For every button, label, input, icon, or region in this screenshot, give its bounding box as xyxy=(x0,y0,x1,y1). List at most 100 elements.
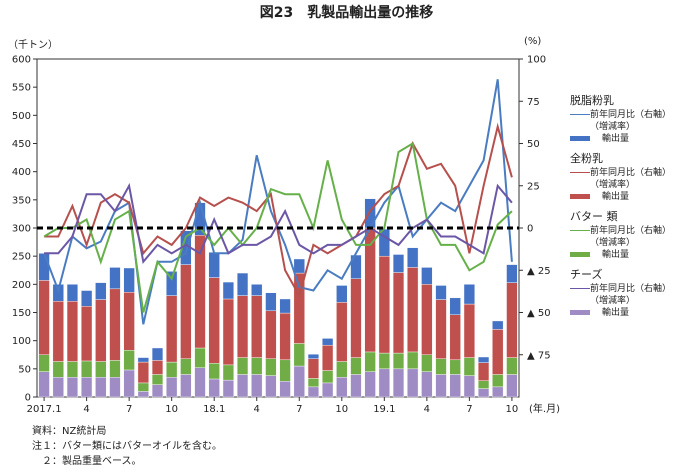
bar-segment xyxy=(236,357,249,375)
left-axis-tick-label: 100 xyxy=(12,336,31,347)
bar-segment xyxy=(123,267,135,293)
bar-segment xyxy=(322,338,334,346)
right-axis-tick-label: 100 xyxy=(527,55,546,66)
bar-segment xyxy=(236,272,249,296)
bar-segment xyxy=(66,301,79,362)
x-axis-tick-label: 2017.1 xyxy=(27,404,62,415)
bar-segment xyxy=(208,363,220,380)
legend-group: バター 類前年同月比（右軸） （増減率） 輸出量 xyxy=(570,208,688,261)
left-axis-tick-label: 200 xyxy=(12,280,31,291)
bar-segment xyxy=(222,379,234,398)
bar-segment xyxy=(322,370,334,384)
footnote-2: ２：製品重量ベース。 xyxy=(32,456,142,467)
bar-segment xyxy=(109,267,121,290)
bar-segment xyxy=(95,282,107,300)
bar-segment xyxy=(421,371,433,398)
series-line xyxy=(43,141,513,313)
bar-segment xyxy=(137,391,149,398)
legend-line-label: 前年同月比（右軸） xyxy=(590,168,672,178)
bar-segment xyxy=(279,381,291,398)
bar-segment xyxy=(392,368,405,398)
bar-segment xyxy=(463,357,475,376)
legend-bar-entry: 輸出量 xyxy=(570,307,688,319)
bar-segment xyxy=(66,377,79,398)
bar-segment xyxy=(52,301,64,362)
bar-segment xyxy=(251,374,263,398)
legend-line-entry: 前年同月比（右軸） （増減率） xyxy=(570,283,688,307)
bar-segment xyxy=(123,369,135,398)
legend-line-label: 前年同月比（右軸） xyxy=(590,226,672,236)
bar-segment xyxy=(449,314,461,361)
series-line xyxy=(44,182,513,265)
bar-segment xyxy=(421,284,433,355)
legend-line-sublabel: （増減率） xyxy=(590,296,636,306)
bar-segment xyxy=(392,272,405,354)
bar-segment xyxy=(392,352,405,370)
bar-segment xyxy=(38,280,50,355)
left-axis-tick-label: 350 xyxy=(12,195,31,206)
bar-segment xyxy=(208,378,220,398)
legend-bar-label: 輸出量 xyxy=(602,192,630,202)
bar-segment xyxy=(279,298,291,314)
bar-segment xyxy=(477,380,490,389)
x-axis-tick-label: 18.1 xyxy=(203,404,225,415)
bar-segment xyxy=(52,377,64,398)
legend-line-swatch xyxy=(570,288,590,289)
bar-segment xyxy=(52,361,64,378)
bar-segment xyxy=(463,284,475,305)
bar-segment xyxy=(435,358,447,375)
x-axis-tick-label: 4 xyxy=(424,404,430,415)
bar-segment xyxy=(364,198,376,229)
bar-segment xyxy=(407,247,419,268)
legend-bar-swatch xyxy=(570,194,590,199)
left-axis-tick-label: 0 xyxy=(25,393,31,404)
legend-line-entry: 前年同月比（右軸） （増減率） xyxy=(570,167,688,191)
legend-bar-label: 輸出量 xyxy=(602,308,630,318)
bar-segment xyxy=(194,347,206,368)
bar-segment xyxy=(251,357,263,375)
right-axis-tick-label: ▲ 25 xyxy=(527,266,551,277)
bar-segment xyxy=(463,375,475,398)
legend-bar-entry: 輸出量 xyxy=(570,133,688,145)
bar-segment xyxy=(293,343,305,367)
bar-segment xyxy=(477,388,490,398)
bar-segment xyxy=(166,295,178,363)
bar-segment xyxy=(407,267,419,353)
left-axis-tick-label: 150 xyxy=(12,308,31,319)
bar-segment xyxy=(449,297,461,315)
bar-segment xyxy=(222,364,234,381)
legend-line-sublabel: （増減率） xyxy=(590,180,636,190)
legend-line-swatch xyxy=(570,172,590,173)
bar-segment xyxy=(407,368,419,398)
bar-segment xyxy=(336,377,348,398)
legend-series-name: 全粉乳 xyxy=(570,152,603,165)
right-axis-tick-label: 25 xyxy=(527,181,540,192)
bar-segment xyxy=(336,302,348,362)
bar-segment xyxy=(151,347,164,361)
bar-segment xyxy=(66,361,79,378)
bar-segment xyxy=(95,377,107,398)
bar-segment xyxy=(265,375,277,398)
bar-segment xyxy=(123,292,135,351)
x-axis-unit: (年.月) xyxy=(529,402,560,415)
bar-segment xyxy=(336,285,348,303)
bar-segment xyxy=(492,320,504,330)
legend-line-swatch xyxy=(570,114,590,115)
x-axis-tick-label: 7 xyxy=(466,404,472,415)
bar-segment xyxy=(222,281,234,300)
bar-segment xyxy=(151,360,164,375)
bar-segment xyxy=(137,382,149,392)
bar-segment xyxy=(81,360,93,378)
legend-line-label: 前年同月比（右軸） xyxy=(590,284,672,294)
bar-segment xyxy=(109,377,121,398)
bar-segment xyxy=(392,254,405,273)
bar-segment xyxy=(151,384,164,398)
chart-legend: 脱脂粉乳 前年同月比（右軸） （増減率） 輸出量 全粉乳 前年同月比（右軸） （増減率） 輸出… xyxy=(570,92,688,324)
x-axis-tick-label: 7 xyxy=(296,404,302,415)
legend-bar-label: 輸出量 xyxy=(602,134,630,144)
bar-segment xyxy=(265,310,277,359)
bar-segment xyxy=(81,377,93,398)
bar-segment xyxy=(364,351,376,372)
bar-segment xyxy=(378,368,390,398)
bar-segment xyxy=(66,284,79,302)
